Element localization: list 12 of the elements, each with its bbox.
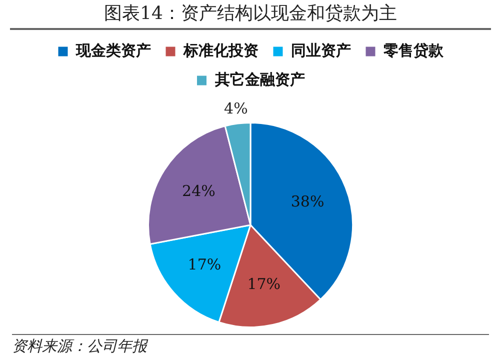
data-label: 24% bbox=[182, 182, 216, 200]
legend-label: 同业资产 bbox=[291, 41, 351, 60]
chart-title: 图表14：资产结构以现金和贷款为主 bbox=[10, 0, 491, 30]
data-label: 17% bbox=[247, 274, 281, 293]
data-label: 4% bbox=[224, 100, 248, 118]
legend-label: 现金类资产 bbox=[75, 41, 151, 60]
legend-label: 其它金融资产 bbox=[214, 70, 305, 88]
legend-label: 标准化投资 bbox=[182, 41, 258, 60]
legend-label: 零售贷款 bbox=[384, 41, 444, 60]
data-label: 17% bbox=[188, 255, 222, 274]
text: 资料来源：公司年报 bbox=[12, 334, 489, 356]
data-label: 38% bbox=[290, 192, 324, 210]
